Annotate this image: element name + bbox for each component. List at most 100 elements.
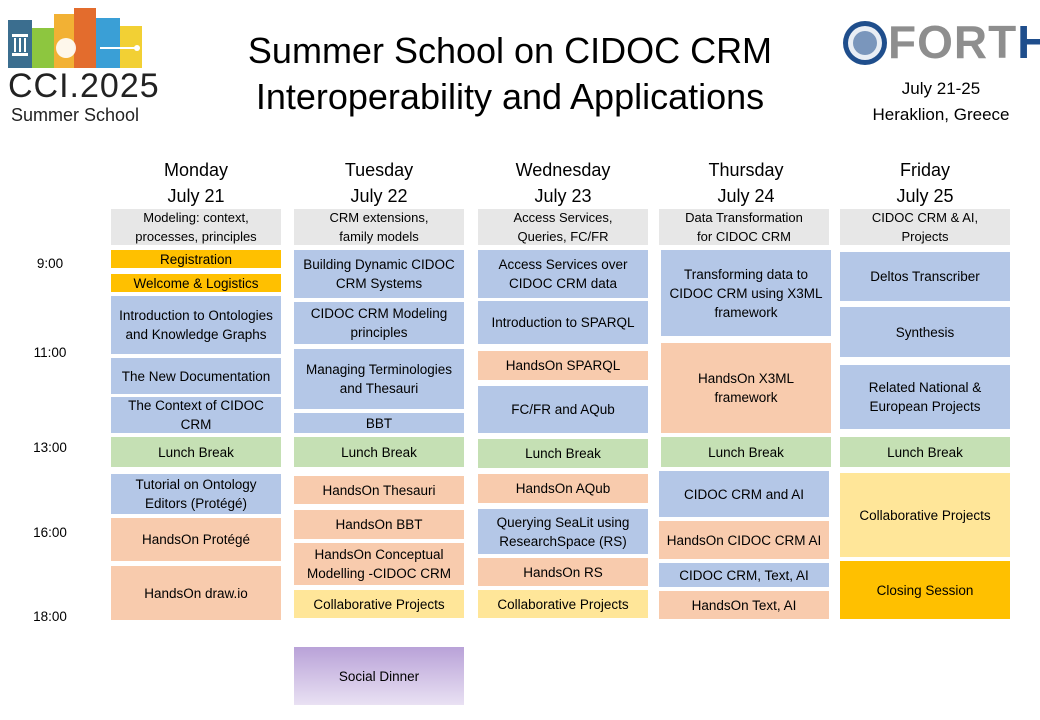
- forth-seal-icon: [843, 21, 887, 65]
- session-title: Welcome & Logistics: [133, 275, 259, 291]
- theme-line: Access Services,: [513, 210, 613, 225]
- session-title: Related National & European Projects: [868, 380, 982, 414]
- theme-line: CRM extensions,: [329, 210, 429, 225]
- day-name: Friday: [899, 160, 950, 180]
- session-title: Collaborative Projects: [497, 596, 629, 612]
- cci-logo-title: CCI.2025: [8, 67, 160, 105]
- session-block: Lunch Break: [661, 437, 831, 467]
- session-title: The New Documentation: [121, 368, 271, 384]
- session-title: HandsOn Protégé: [141, 532, 251, 547]
- session-block: FC/FR and AQub: [478, 386, 648, 433]
- session-block: Synthesis: [840, 307, 1010, 357]
- time-label: 13:00: [33, 440, 67, 455]
- session-block: HandsOn Thesauri: [294, 476, 464, 504]
- session-title: HandsOn Conceptual Modelling -CIDOC CRM: [306, 547, 452, 581]
- session-title: BBT: [365, 415, 393, 431]
- day-date: July 22: [350, 186, 408, 206]
- session-title: Lunch Break: [158, 444, 234, 460]
- session-title: Lunch Break: [708, 444, 784, 460]
- day-date: July 23: [534, 186, 592, 206]
- session-block: HandsOn draw.io: [111, 566, 281, 620]
- session-block: CIDOC CRM Modeling principles: [294, 302, 464, 344]
- session-title: CIDOC CRM and AI: [683, 486, 805, 502]
- session-block: Collaborative Projects: [478, 590, 648, 618]
- session-block: Closing Session: [840, 561, 1010, 619]
- day-header-monday: Monday July 21: [111, 157, 281, 209]
- session-block: Tutorial on Ontology Editors (Protégé): [111, 474, 281, 514]
- session-title: HandsOn Thesauri: [322, 482, 436, 498]
- session-title: Managing Terminologies and Thesauri: [305, 362, 453, 396]
- session-block: Querying SeaLit using ResearchSpace (RS): [478, 509, 648, 554]
- session-title: Deltos Transcriber: [870, 269, 980, 284]
- session-block: BBT: [294, 413, 464, 433]
- session-block: HandsOn AQub: [478, 474, 648, 503]
- cci-logo-subtitle: Summer School: [11, 105, 140, 125]
- theme-line: processes, principles: [135, 229, 257, 244]
- event-dates: July 21-25 Heraklion, Greece: [852, 76, 1030, 128]
- session-block: HandsOn Conceptual Modelling -CIDOC CRM: [294, 543, 464, 585]
- session-block: Access Services over CIDOC CRM data: [478, 250, 648, 298]
- session-block: Deltos Transcriber: [840, 252, 1010, 301]
- session-block: Transforming data to CIDOC CRM using X3M…: [661, 250, 831, 336]
- theme-line: Queries, FC/FR: [517, 229, 609, 244]
- event-date-range: July 21-25: [901, 79, 981, 98]
- session-block: The New Documentation: [111, 358, 281, 394]
- session-title: Lunch Break: [887, 444, 963, 460]
- day-name: Monday: [163, 160, 229, 180]
- day-theme-tuesday: CRM extensions, family models: [294, 209, 464, 245]
- session-title: CIDOC CRM Modeling principles: [310, 306, 448, 340]
- day-name: Tuesday: [344, 160, 414, 180]
- session-block: HandsOn CIDOC CRM AI: [659, 521, 829, 559]
- session-block: HandsOn Text, AI: [659, 591, 829, 619]
- session-block: HandsOn SPARQL: [478, 351, 648, 380]
- session-title: Synthesis: [895, 324, 955, 340]
- session-title: HandsOn RS: [523, 564, 603, 580]
- theme-line: CIDOC CRM & AI,: [871, 210, 979, 225]
- session-title: HandsOn draw.io: [144, 585, 248, 601]
- session-title: FC/FR and AQub: [511, 402, 615, 417]
- session-title: Transforming data to CIDOC CRM using X3M…: [669, 266, 823, 320]
- session-block: HandsOn Protégé: [111, 518, 281, 561]
- theme-line: Projects: [901, 229, 949, 244]
- session-title: Tutorial on Ontology Editors (Protégé): [135, 477, 257, 511]
- day-date: July 25: [896, 186, 954, 206]
- day-date: July 24: [717, 186, 775, 206]
- session-title: Registration: [159, 251, 233, 267]
- forth-logo: FORTH: [888, 16, 1040, 68]
- day-header-tuesday: Tuesday July 22: [294, 157, 464, 209]
- session-block: CIDOC CRM, Text, AI: [659, 563, 829, 587]
- day-header-wednesday: Wednesday July 23: [478, 157, 648, 209]
- session-title: Introduction to SPARQL: [491, 315, 635, 330]
- day-theme-friday: CIDOC CRM & AI, Projects: [840, 209, 1010, 245]
- session-title: Querying SeaLit using ResearchSpace (RS): [496, 514, 630, 549]
- session-block: Managing Terminologies and Thesauri: [294, 349, 464, 409]
- session-block: Related National & European Projects: [840, 365, 1010, 429]
- session-block: Introduction to SPARQL: [478, 301, 648, 344]
- session-title: Access Services over CIDOC CRM data: [498, 257, 628, 291]
- session-title: HandsOn AQub: [515, 481, 611, 496]
- time-label: 9:00: [36, 256, 64, 271]
- day-name: Wednesday: [515, 160, 611, 180]
- session-title: The Context of CIDOC CRM: [128, 398, 264, 432]
- session-block: Lunch Break: [840, 437, 1010, 467]
- day-theme-thursday: Data Transformation for CIDOC CRM: [659, 209, 829, 245]
- session-title: CIDOC CRM, Text, AI: [679, 567, 809, 583]
- session-title: HandsOn BBT: [335, 517, 423, 532]
- session-block: HandsOn RS: [478, 558, 648, 586]
- event-location: Heraklion, Greece: [872, 105, 1010, 124]
- session-block: Social Dinner: [294, 647, 464, 705]
- session-block: Collaborative Projects: [294, 590, 464, 618]
- theme-line: Data Transformation: [685, 210, 803, 225]
- session-title: Closing Session: [876, 582, 974, 598]
- cci-logo: [5, 8, 155, 128]
- day-theme-monday: Modeling: context, processes, principles: [111, 209, 281, 245]
- title-line-2: Interoperability and Applications: [255, 76, 765, 117]
- session-title: HandsOn SPARQL: [505, 358, 621, 373]
- day-date: July 21: [167, 186, 225, 206]
- session-block: Introduction to Ontologies and Knowledge…: [111, 296, 281, 354]
- theme-line: family models: [339, 229, 419, 244]
- time-label: 16:00: [33, 525, 67, 540]
- time-label: 18:00: [33, 609, 67, 624]
- session-block: Welcome & Logistics: [111, 274, 281, 292]
- session-title: Collaborative Projects: [313, 596, 445, 612]
